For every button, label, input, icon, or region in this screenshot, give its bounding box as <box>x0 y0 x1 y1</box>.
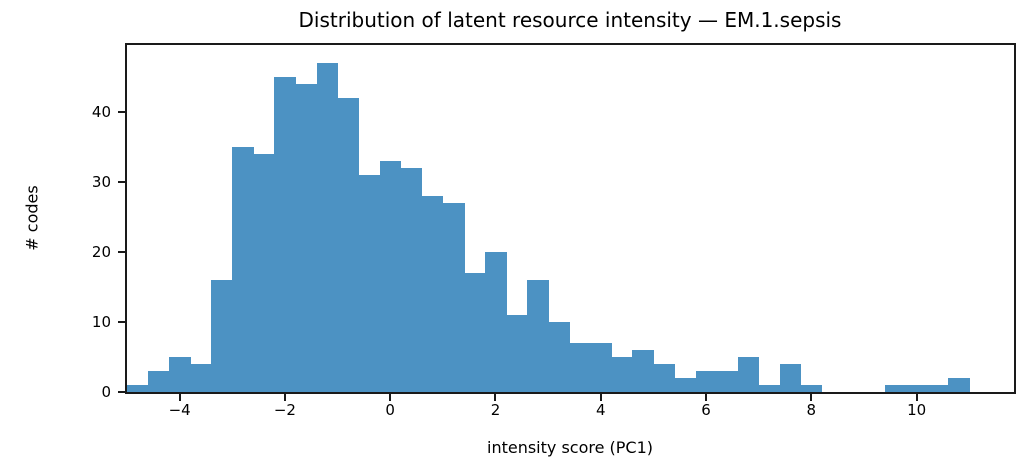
histogram-bar <box>169 357 191 392</box>
x-tick-mark <box>283 392 286 401</box>
histogram-bar <box>674 378 697 392</box>
histogram-bar <box>337 98 360 392</box>
x-tick-label: −4 <box>168 401 191 419</box>
histogram-bar <box>506 315 528 392</box>
y-tick-mark <box>118 111 127 114</box>
histogram-bar <box>590 343 612 392</box>
x-tick-label: 8 <box>806 401 817 419</box>
y-tick-mark <box>118 251 127 254</box>
histogram-bar <box>358 175 381 392</box>
histogram-bar <box>569 343 591 392</box>
y-tick-label: 0 <box>101 383 111 401</box>
x-tick-mark <box>389 392 392 401</box>
y-tick-mark <box>118 321 127 324</box>
histogram-bar <box>484 252 507 392</box>
histogram-bar <box>548 322 570 392</box>
histogram-bar <box>400 168 423 392</box>
x-tick-mark <box>178 392 181 401</box>
x-tick-label: 4 <box>595 401 606 419</box>
histogram-bar <box>800 385 823 392</box>
histogram-bar <box>379 161 402 392</box>
y-tick-mark <box>118 181 127 184</box>
histogram-bar <box>632 350 654 392</box>
histogram-bar <box>527 280 549 392</box>
x-tick-label: 10 <box>907 401 927 419</box>
histogram-bar <box>948 378 970 392</box>
y-tick-mark <box>118 391 127 393</box>
histogram-bar <box>716 371 739 392</box>
histogram-bar <box>653 364 676 392</box>
y-tick-label: 20 <box>91 243 111 262</box>
histogram-bar <box>190 364 212 392</box>
histogram-bar <box>695 371 718 392</box>
histogram-bar <box>611 357 633 392</box>
histogram-bar <box>232 147 254 392</box>
x-tick-mark <box>810 392 813 401</box>
histogram-bar <box>253 154 275 392</box>
y-axis-label: # codes <box>22 185 42 251</box>
histogram-bar <box>148 371 170 392</box>
x-tick-mark <box>599 392 602 401</box>
x-tick-label: 6 <box>701 401 711 419</box>
plot-area: −4 −2 0 2 4 6 8 10 0 10 20 30 40 <box>92 45 1014 419</box>
histogram-bar <box>885 385 907 392</box>
x-tick-label: 2 <box>490 401 501 419</box>
histogram-bar <box>442 203 465 392</box>
y-tick-label: 40 <box>91 103 111 122</box>
chart-title: Distribution of latent resource intensit… <box>298 8 842 32</box>
histogram-bar <box>779 364 802 392</box>
histogram-bar <box>211 280 233 392</box>
histogram-bar <box>274 77 297 392</box>
histogram-bar <box>463 273 486 392</box>
y-tick-label: 10 <box>91 313 111 332</box>
x-tick-label: −2 <box>273 401 296 419</box>
histogram-bar <box>421 196 444 392</box>
x-tick-mark <box>705 392 708 401</box>
x-tick-mark <box>915 392 918 401</box>
histogram-bar <box>927 385 949 392</box>
y-tick-label: 30 <box>91 173 111 192</box>
histogram-bar <box>127 385 149 392</box>
x-axis-label: intensity score (PC1) <box>486 438 654 457</box>
histogram-bar <box>316 63 339 392</box>
x-tick-mark <box>494 392 497 401</box>
histogram-bar <box>758 385 781 392</box>
histogram-bar <box>737 357 760 392</box>
histogram-bar <box>295 84 318 392</box>
histogram-bar <box>906 385 928 392</box>
x-tick-label: 0 <box>385 401 395 419</box>
